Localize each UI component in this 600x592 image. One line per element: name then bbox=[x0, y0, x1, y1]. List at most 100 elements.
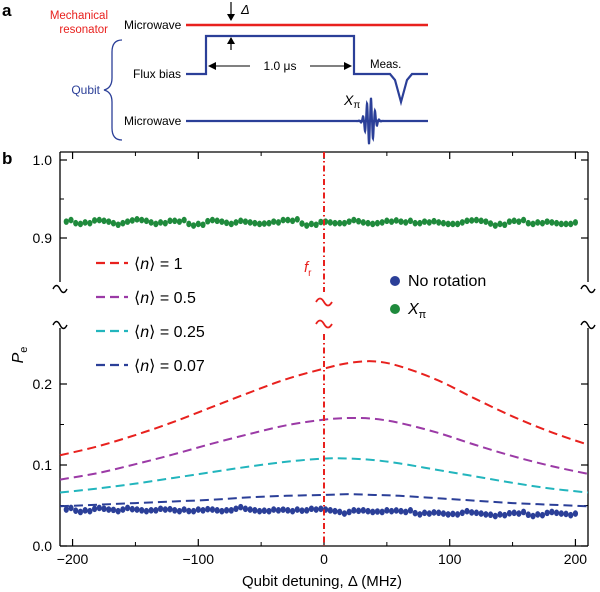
xpi-data-point bbox=[492, 222, 498, 229]
xpi-data-point bbox=[374, 219, 381, 227]
xpi-data-point bbox=[572, 219, 579, 226]
xpi-data-point bbox=[261, 220, 267, 227]
y-tick-label: 0.2 bbox=[33, 376, 53, 392]
no-rotation-data-point bbox=[280, 506, 286, 513]
y-axis-label: Pe bbox=[10, 347, 30, 364]
qubit-label: Qubit bbox=[71, 83, 100, 97]
legend-marker-swatch bbox=[390, 276, 400, 286]
x-tick-label: 0 bbox=[320, 551, 328, 567]
xpi-data-point bbox=[327, 219, 333, 226]
xpi-data-point bbox=[553, 219, 560, 227]
xpi-data-point bbox=[365, 219, 371, 227]
no-rotation-data-point bbox=[87, 507, 93, 515]
no-rotation-data-point bbox=[205, 505, 211, 513]
no-rotation-data-point bbox=[313, 506, 319, 513]
xpi-data-point bbox=[440, 219, 447, 227]
no-rotation-data-point bbox=[492, 512, 498, 520]
flux-bias-pulse bbox=[186, 34, 428, 107]
xpi-data-point bbox=[219, 218, 225, 225]
no-rotation-data-point bbox=[511, 509, 517, 517]
no-rotation-data-point bbox=[134, 506, 140, 513]
no-rotation-data-point bbox=[469, 509, 475, 516]
xpi-data-point bbox=[398, 218, 404, 225]
xpi-data-point bbox=[176, 218, 183, 225]
duration-arrowhead-left bbox=[208, 62, 216, 70]
no-rotation-data-point bbox=[539, 511, 546, 519]
xpi-data-point bbox=[308, 220, 315, 228]
axis-break-mark bbox=[580, 284, 596, 294]
xpi-data-point bbox=[370, 220, 376, 228]
xpi-data-point bbox=[487, 220, 494, 227]
no-rotation-data-point bbox=[497, 511, 503, 518]
no-rotation-data-point bbox=[506, 509, 513, 517]
no-rotation-data-point bbox=[285, 507, 291, 514]
xpi-data-point bbox=[256, 220, 263, 228]
no-rotation-data-point bbox=[388, 507, 395, 515]
delta-arrowhead-bottom bbox=[227, 37, 235, 44]
no-rotation-data-point bbox=[120, 506, 126, 513]
xpi-data-point bbox=[464, 217, 470, 225]
mechanical-label-line1: Mechanical bbox=[50, 10, 108, 22]
no-rotation-data-point bbox=[115, 507, 121, 515]
no-rotation-data-point bbox=[200, 507, 206, 514]
mech-microwave-label: Microwave bbox=[124, 18, 182, 32]
no-rotation-data-point bbox=[195, 506, 201, 513]
no-rotation-data-point bbox=[176, 507, 183, 515]
xpi-data-point bbox=[525, 219, 531, 227]
no-rotation-data-point bbox=[294, 506, 300, 513]
no-rotation-data-point bbox=[139, 507, 145, 514]
xpi-data-point bbox=[157, 219, 164, 226]
no-rotation-data-point bbox=[502, 511, 508, 519]
no-rotation-data-point bbox=[129, 505, 135, 513]
no-rotation-data-point bbox=[426, 510, 432, 517]
no-rotation-data-point bbox=[544, 509, 550, 517]
xpi-data-point bbox=[115, 221, 121, 229]
xpi-data-point bbox=[478, 217, 484, 225]
xpi-data-point bbox=[436, 219, 442, 226]
no-rotation-data-point bbox=[214, 507, 220, 514]
xpi-data-point bbox=[558, 220, 564, 228]
no-rotation-data-point bbox=[172, 507, 178, 514]
xpi-data-point bbox=[304, 222, 310, 229]
no-rotation-data-point bbox=[124, 504, 131, 512]
no-rotation-data-point bbox=[153, 507, 159, 514]
xpi-data-point bbox=[110, 219, 117, 227]
no-rotation-data-point bbox=[487, 511, 494, 519]
no-rotation-data-point bbox=[553, 509, 560, 517]
xpi-pulse-wavepacket bbox=[355, 97, 385, 145]
no-rotation-data-point bbox=[110, 506, 117, 514]
xpi-data-point bbox=[473, 216, 480, 224]
xpi-data-point bbox=[124, 218, 131, 225]
no-rotation-data-point bbox=[360, 507, 366, 514]
x-tick-label: 200 bbox=[564, 551, 588, 567]
xpi-data-point bbox=[252, 219, 258, 227]
no-rotation-data-point bbox=[73, 507, 79, 514]
no-rotation-data-point bbox=[421, 509, 428, 517]
no-rotation-data-point bbox=[219, 507, 225, 515]
legend-marker-label: No rotation bbox=[408, 273, 486, 290]
axis-break-mark bbox=[580, 320, 596, 330]
xpi-data-point bbox=[200, 221, 206, 229]
no-rotation-data-point bbox=[228, 507, 234, 514]
legend-marker-swatch bbox=[390, 304, 400, 314]
no-rotation-data-point bbox=[355, 507, 362, 515]
fr-label: fr bbox=[304, 259, 312, 279]
xpi-data-point bbox=[421, 218, 428, 225]
no-rotation-data-point bbox=[157, 505, 164, 513]
no-rotation-data-point bbox=[525, 511, 531, 519]
xpi-data-point bbox=[68, 216, 74, 224]
xpi-data-point bbox=[120, 219, 126, 227]
xpi-data-point bbox=[209, 216, 216, 224]
xpi-data-point bbox=[535, 219, 541, 226]
no-rotation-data-point bbox=[563, 510, 569, 518]
xpi-data-point bbox=[63, 218, 69, 225]
xpi-data-point bbox=[407, 217, 414, 225]
xpi-data-point bbox=[294, 215, 300, 223]
duration-arrowhead-right bbox=[344, 62, 352, 70]
xpi-data-point bbox=[431, 217, 437, 225]
panel-a-label: a bbox=[2, 1, 12, 20]
no-rotation-data-point bbox=[393, 507, 399, 514]
xpi-data-point bbox=[337, 219, 343, 227]
no-rotation-data-point bbox=[68, 504, 74, 512]
no-rotation-data-point bbox=[459, 509, 465, 517]
